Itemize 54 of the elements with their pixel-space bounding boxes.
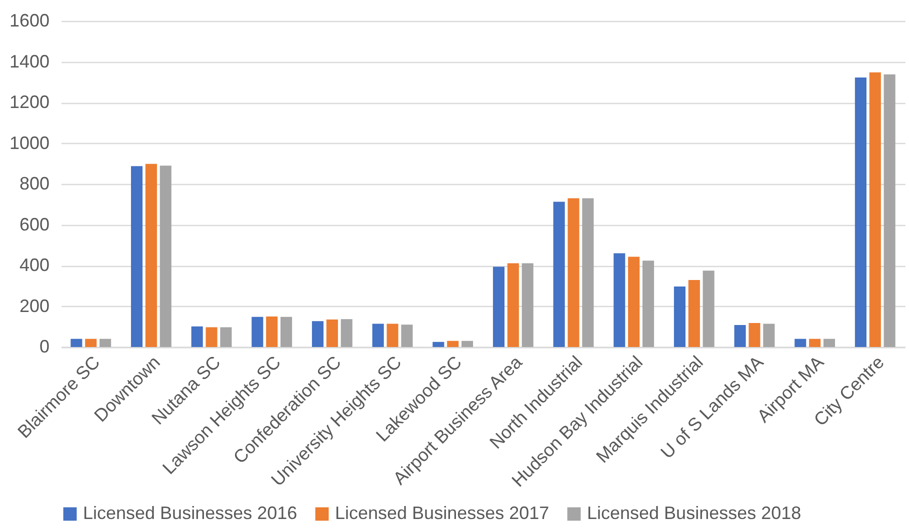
bar — [582, 198, 594, 347]
legend-label: Licensed Businesses 2017 — [335, 503, 550, 523]
bar — [372, 324, 384, 347]
bar — [614, 253, 626, 347]
y-tick-label: 1200 — [9, 92, 50, 112]
bar — [568, 198, 580, 347]
bar — [145, 164, 157, 347]
bar — [280, 316, 292, 347]
y-tick-label: 1000 — [9, 132, 50, 153]
bar — [507, 263, 519, 347]
bar — [386, 324, 398, 347]
bar — [794, 338, 806, 347]
bar — [553, 202, 565, 347]
y-tick-label: 600 — [19, 214, 50, 234]
legend-label: Licensed Businesses 2016 — [83, 503, 298, 523]
bar — [340, 319, 352, 347]
bar — [674, 286, 686, 347]
y-tick-label: 0 — [39, 336, 50, 356]
bar — [206, 327, 218, 347]
bar — [432, 342, 444, 347]
y-tick-label: 400 — [19, 255, 50, 275]
bar — [100, 338, 112, 347]
bar — [266, 316, 278, 347]
bar — [763, 324, 775, 347]
bar — [884, 74, 896, 347]
bar — [252, 316, 264, 347]
bar — [869, 72, 881, 347]
bar — [748, 322, 760, 347]
bar — [854, 77, 866, 347]
bar — [191, 326, 203, 347]
bar — [809, 338, 821, 347]
bar — [702, 270, 714, 347]
legend-label: Licensed Businesses 2018 — [587, 503, 802, 523]
y-tick-label: 200 — [19, 296, 50, 316]
bar — [312, 321, 324, 347]
bar — [734, 324, 746, 347]
bar — [492, 266, 505, 347]
bar — [220, 327, 232, 347]
bar — [160, 166, 172, 347]
bar — [688, 280, 700, 347]
bar — [447, 340, 459, 347]
bar — [522, 263, 534, 347]
bar — [130, 166, 143, 347]
bar — [326, 319, 338, 347]
bar — [70, 338, 82, 347]
y-tick-label: 1600 — [9, 10, 50, 30]
bar — [401, 324, 413, 347]
bar — [628, 256, 640, 347]
y-tick-label: 1400 — [9, 51, 50, 72]
bar — [85, 338, 97, 347]
bar — [461, 340, 474, 347]
y-tick-label: 800 — [19, 174, 50, 194]
bar — [823, 338, 836, 347]
bar — [642, 260, 654, 347]
